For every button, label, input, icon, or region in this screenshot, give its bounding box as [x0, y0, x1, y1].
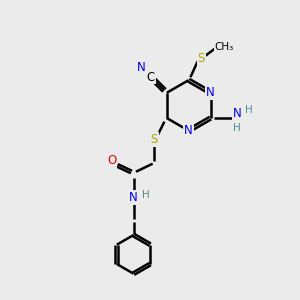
- Text: N: N: [233, 107, 242, 120]
- Text: C: C: [147, 70, 155, 83]
- Text: S: S: [198, 52, 205, 65]
- Text: H: H: [142, 190, 149, 200]
- Text: N: N: [137, 61, 146, 74]
- Text: S: S: [150, 134, 158, 146]
- Text: O: O: [107, 154, 116, 167]
- Text: CH₃: CH₃: [214, 42, 234, 52]
- Text: N: N: [206, 86, 215, 99]
- Text: H: H: [245, 105, 252, 115]
- Text: N: N: [184, 124, 193, 137]
- Text: H: H: [233, 123, 241, 133]
- Text: N: N: [129, 191, 138, 204]
